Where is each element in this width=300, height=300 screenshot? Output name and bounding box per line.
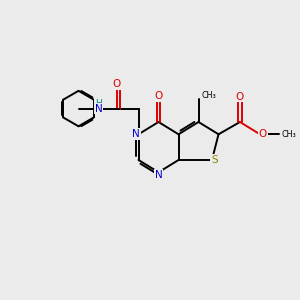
Text: H: H bbox=[95, 99, 102, 108]
Text: N: N bbox=[154, 169, 162, 180]
Text: CH₃: CH₃ bbox=[282, 130, 297, 139]
Text: O: O bbox=[112, 79, 120, 89]
Text: O: O bbox=[236, 92, 244, 102]
Text: N: N bbox=[132, 129, 140, 139]
Text: N: N bbox=[94, 103, 102, 114]
Text: CH₃: CH₃ bbox=[201, 91, 216, 100]
Text: O: O bbox=[259, 129, 267, 139]
Text: O: O bbox=[154, 91, 163, 101]
Text: S: S bbox=[211, 155, 217, 165]
